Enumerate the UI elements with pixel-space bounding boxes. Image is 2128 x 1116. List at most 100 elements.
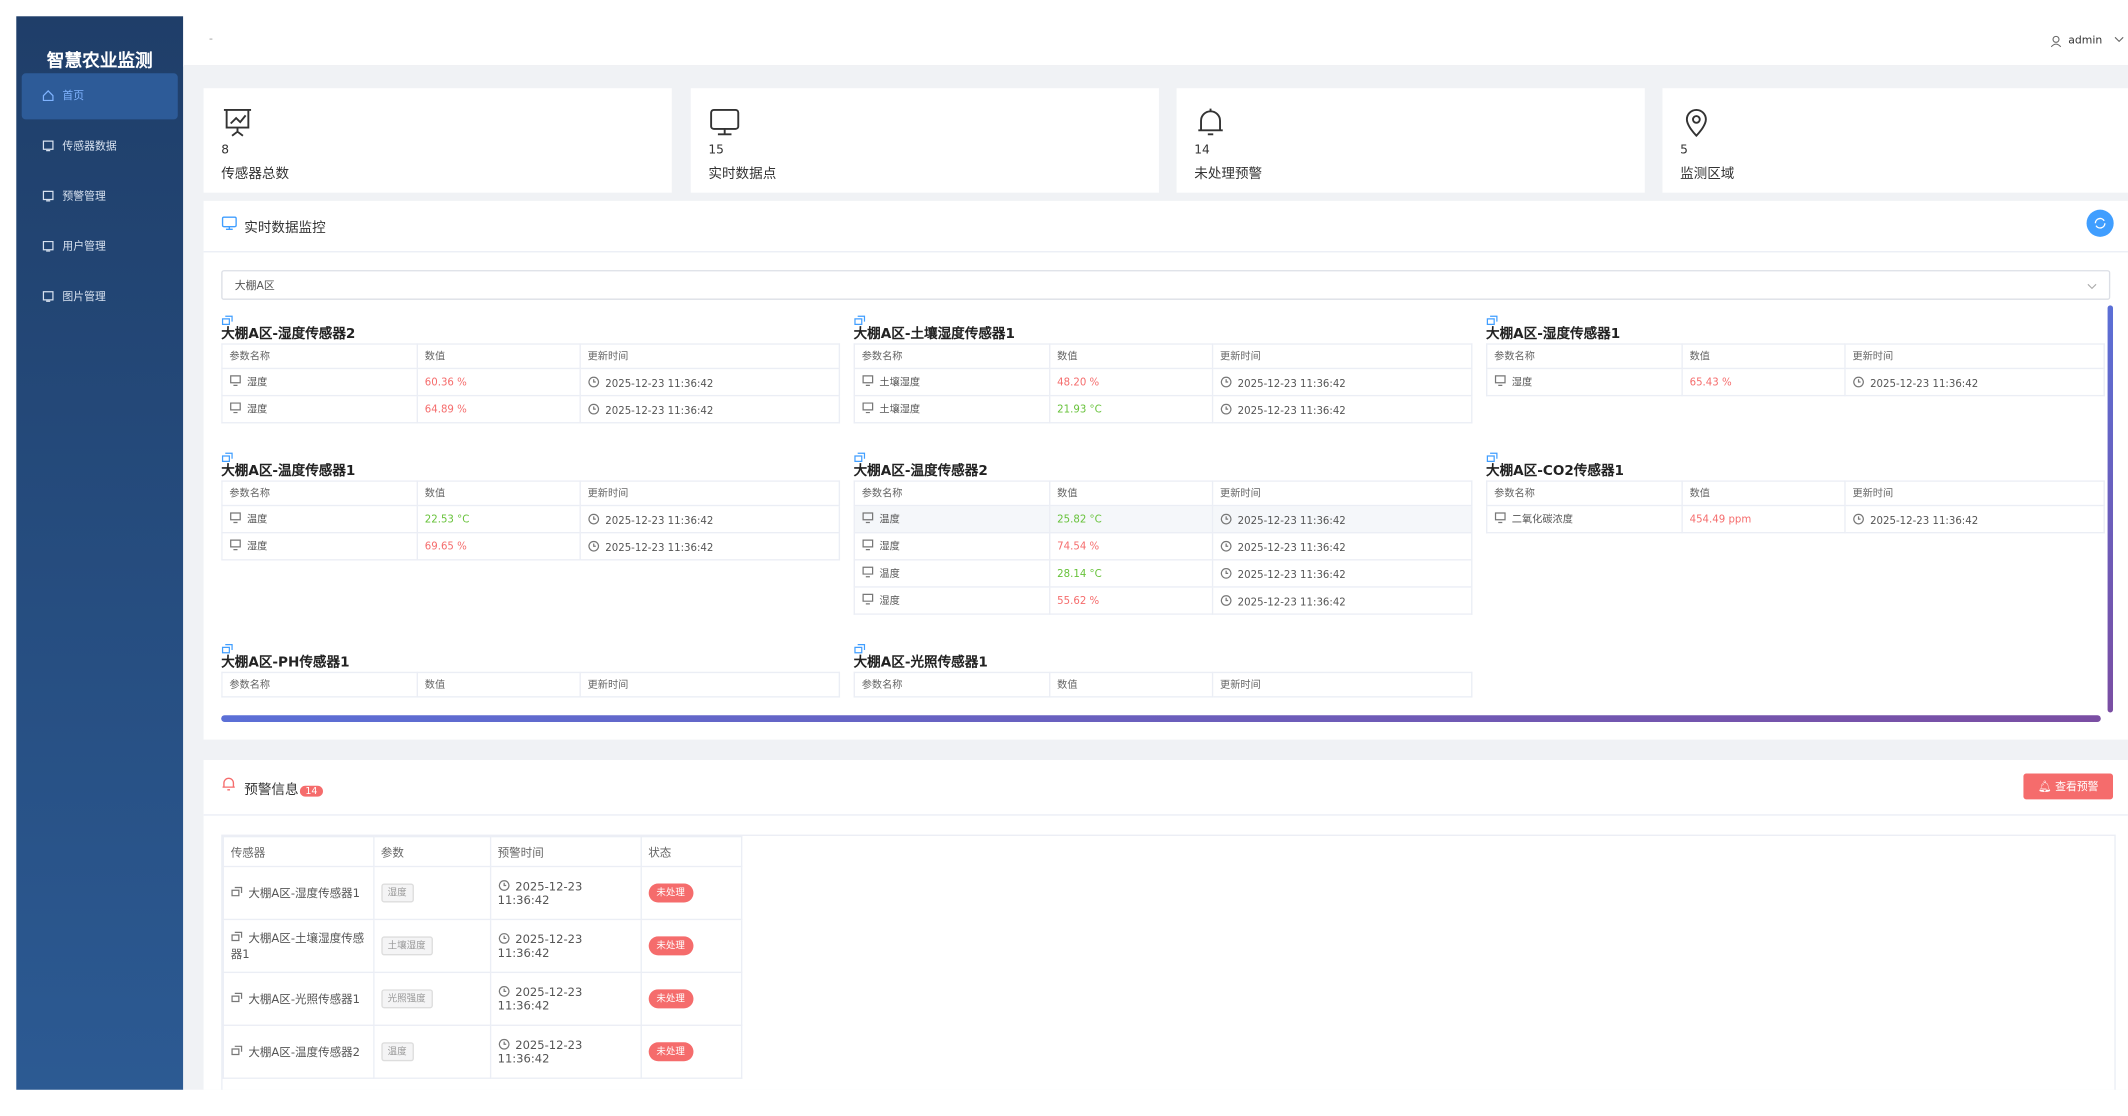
sensor-name: 大棚A区-土壤湿度传感器1: [230, 932, 365, 963]
data-row: 湿度 60.36 % 2025-12-23 11:36:42: [221, 367, 841, 397]
column-header: 参数名称: [853, 480, 1051, 507]
menu-icon: [42, 240, 54, 252]
clock-icon: [588, 513, 600, 524]
sensor-name: 大棚A区-光照传感器1: [853, 655, 988, 671]
clock-icon: [498, 1038, 510, 1049]
time-cell: 2025-12-23 11:36:42: [579, 504, 841, 534]
refresh-button[interactable]: [2086, 209, 2114, 237]
time-cell: 2025-12-23 11:36:42: [1844, 367, 2105, 397]
table-header: 传感器 参数 预警时间 状态: [222, 835, 743, 868]
data-row: 土壤湿度 21.93 °C 2025-12-23 11:36:42: [853, 394, 1473, 424]
monitor-icon: [221, 216, 237, 231]
sensor-icon: [1486, 452, 1498, 463]
dropdown-arrow[interactable]: [2114, 36, 2124, 44]
column-header: 参数名称: [221, 343, 418, 370]
menu-icon: [42, 291, 54, 302]
sensor-block: 大棚A区-PH传感器1 参数名称 数值 更新时间: [221, 634, 841, 698]
sensor-name: 大棚A区-温度传感器2: [248, 1046, 361, 1060]
alert-title: 预警信息: [244, 783, 299, 798]
value-cell: 74.54 %: [1049, 531, 1214, 561]
time-cell: 2025-12-23 11:36:42: [489, 918, 642, 974]
menu-icon: [42, 90, 54, 102]
menu-label: 用户管理: [62, 240, 106, 253]
sensor-icon: [221, 644, 233, 654]
column-header: 更新时间: [579, 480, 841, 507]
alert-row: 大棚A区-温度传感器2 温度 2025-12-23 11:36:42 未处理: [222, 1024, 743, 1079]
time-cell: 2025-12-23 11:36:42: [1211, 504, 1473, 534]
param-icon: [230, 402, 241, 414]
table-header: 参数名称 数值 更新时间: [853, 343, 1473, 370]
param-cell: 湿度: [221, 367, 418, 397]
param-name: 湿度: [1511, 375, 1533, 389]
time-cell: 2025-12-23 11:36:42: [1211, 531, 1473, 561]
view-alerts-button[interactable]: 🔔︎ 查看预警: [2023, 773, 2114, 800]
param-name: 湿度: [246, 375, 268, 389]
data-row: 湿度 65.43 % 2025-12-23 11:36:42: [1486, 367, 2105, 397]
sensor-block: 大棚A区-湿度传感器2 参数名称 数值 更新时间 湿度 60.36 % 2025-12-23…: [221, 305, 841, 424]
value-cell: 454.49 ppm: [1681, 504, 1846, 534]
select-value: 大棚A区: [234, 279, 275, 292]
app-title: 智慧农业监测: [46, 51, 153, 72]
sensor-table: 参数名称 数值 更新时间 温度 25.82 °C 2025-12-23 11:36:42 湿…: [853, 480, 1473, 615]
table-header: 参数名称 数值 更新时间: [221, 671, 841, 698]
table-header: 参数名称 数值 更新时间: [853, 480, 1473, 507]
update-time: 2025-12-23 11:36:42: [1237, 513, 1346, 526]
stat-icon: [1198, 108, 1223, 136]
menu-item[interactable]: 首页: [21, 73, 178, 120]
sensor-icon: [231, 931, 243, 942]
value-cell: 25.82 °C: [1049, 504, 1214, 534]
clock-icon: [1220, 403, 1232, 414]
column-header: 更新时间: [579, 343, 841, 370]
stat-card: 15 实时数据点: [690, 88, 1159, 193]
sensor-icon: [854, 644, 866, 654]
sensor-cell: 大棚A区-湿度传感器1: [222, 865, 375, 921]
alert-table-box: 传感器 参数 预警时间 状态大棚A区-湿度传感器1 湿度 2025-12-23 11:36…: [221, 834, 2116, 1090]
area-select[interactable]: 大棚A区: [221, 270, 2111, 300]
value-cell: 55.62 %: [1049, 586, 1214, 615]
realtime-panel: 实时数据监控 大棚A区 大棚A区-湿度传感器2 参数名称 数值 更新时间 湿度 60.36…: [203, 200, 2128, 740]
column-header: 状态: [640, 835, 743, 868]
column-header: 数值: [416, 480, 581, 507]
sensor-icon-row: [854, 634, 1473, 654]
breadcrumb: -: [208, 32, 213, 45]
menu-item[interactable]: 用户管理: [22, 224, 178, 270]
table-header: 参数名称 数值 更新时间: [1486, 343, 2105, 370]
param-tag: 湿度: [380, 883, 414, 903]
v-scrollbar[interactable]: [2107, 305, 2114, 713]
h-scrollbar[interactable]: [221, 715, 2101, 722]
param-icon: [230, 512, 241, 524]
data-row: 湿度 64.89 % 2025-12-23 11:36:42: [221, 394, 841, 424]
time-cell: 2025-12-23 11:36:42: [1211, 586, 1473, 615]
stat-label: 未处理预警: [1194, 166, 1263, 182]
menu-item[interactable]: 传感器数据: [22, 123, 178, 169]
param-tag: 土壤湿度: [380, 936, 433, 956]
value-cell: 60.36 %: [416, 367, 581, 397]
param-icon: [862, 375, 874, 387]
time-cell: 2025-12-23 11:36:42: [489, 971, 642, 1026]
value-cell: 21.93 °C: [1049, 394, 1214, 424]
status-cell: 未处理: [640, 1024, 743, 1079]
sensor-table: 参数名称 数值 更新时间 二氧化碳浓度 454.49 ppm 2025-12-23 11:…: [1486, 480, 2105, 534]
param-cell: 光照强度: [372, 971, 491, 1026]
sensor-name: 大棚A区-CO2传感器1: [1486, 464, 1624, 480]
alert-panel: 预警信息 14 🔔︎ 查看预警 传感器 参数 预警时间 状态大棚A区-湿度传感器1 湿度 2…: [203, 759, 2128, 1090]
panel-title: 预警信息 14: [244, 778, 323, 798]
data-row: 湿度 55.62 % 2025-12-23 11:36:42: [853, 586, 1473, 615]
sensor-icon: [231, 992, 243, 1003]
sensor-icon-row: [221, 305, 840, 325]
sensor-icon-row: [1486, 442, 2105, 463]
sensor-icon: [231, 886, 243, 897]
param-tag: 温度: [380, 1042, 414, 1062]
menu-item[interactable]: 图片管理: [22, 274, 178, 320]
data-row: 土壤湿度 48.20 % 2025-12-23 11:36:42: [853, 367, 1473, 397]
menu-item[interactable]: 预警管理: [22, 174, 178, 220]
column-header: 参数名称: [221, 480, 418, 507]
stat-icon: [1685, 108, 1707, 138]
table-header: 参数名称 数值 更新时间: [853, 671, 1473, 698]
user-name[interactable]: admin: [2068, 33, 2103, 47]
sensor-name: 大棚A区-湿度传感器1: [248, 887, 361, 902]
param-name: 湿度: [246, 540, 268, 553]
sensor-icon-row: [854, 442, 1473, 463]
